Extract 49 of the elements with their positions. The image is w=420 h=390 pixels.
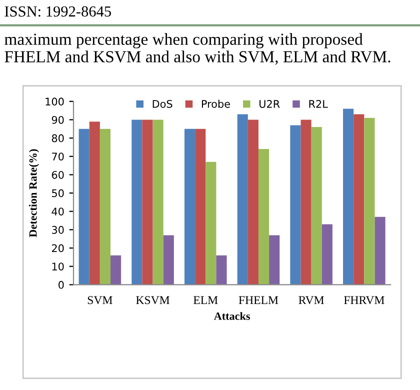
bar — [100, 128, 110, 285]
bar — [374, 216, 386, 285]
y-tick-label: 50 — [52, 189, 64, 198]
bar — [237, 114, 248, 285]
legend-label: Probe — [202, 100, 230, 108]
bar — [184, 128, 196, 285]
x-tick-label: KSVM — [136, 296, 170, 304]
x-tick-label: SVM — [88, 296, 112, 304]
y-tick-label: 90 — [52, 116, 64, 124]
y-tick-label: 0 — [58, 280, 64, 289]
legend-label: U2R — [260, 100, 280, 108]
bar — [163, 235, 174, 285]
x-axis-title: Attacks — [214, 312, 250, 320]
bar — [206, 162, 216, 285]
bar — [89, 122, 100, 285]
bar — [142, 120, 153, 285]
x-tick-label: RVM — [298, 296, 324, 304]
bar — [311, 127, 322, 285]
bar — [152, 120, 164, 285]
text: ISSN: 1992-8645 — [4, 6, 111, 17]
bar — [195, 128, 206, 285]
bar — [110, 255, 122, 285]
y-tick-label: 70 — [52, 152, 64, 160]
text: maximum percentage when comparing with proposed FHELM and KSVM and also with SVM, ELM and RVM. — [4, 33, 390, 65]
y-axis-title: Detection Rate(%) — [28, 149, 40, 238]
bar — [132, 120, 142, 285]
bar — [269, 235, 280, 285]
bar — [322, 224, 332, 285]
x-tick-label: ELM — [194, 296, 218, 304]
y-tick-label: 20 — [52, 244, 64, 252]
bar — [354, 114, 364, 285]
legend-label: DoS — [152, 100, 172, 108]
y-tick-label: 60 — [52, 170, 64, 179]
bar — [248, 120, 258, 285]
legend-label: R2L — [309, 100, 328, 108]
bar — [343, 108, 354, 285]
bar — [300, 120, 312, 285]
x-tick-label: FHRVM — [344, 296, 384, 304]
y-tick-label: 100 — [46, 98, 64, 106]
bar — [290, 125, 301, 285]
y-tick-label: 80 — [52, 134, 64, 142]
bar — [78, 128, 90, 285]
y-tick-label: 40 — [52, 208, 64, 216]
x-tick-label: FHELM — [238, 296, 278, 304]
y-tick-label: 10 — [52, 262, 64, 270]
bar — [364, 118, 375, 285]
bar — [216, 255, 227, 285]
y-tick-label: 30 — [52, 226, 64, 234]
bar — [258, 149, 270, 285]
